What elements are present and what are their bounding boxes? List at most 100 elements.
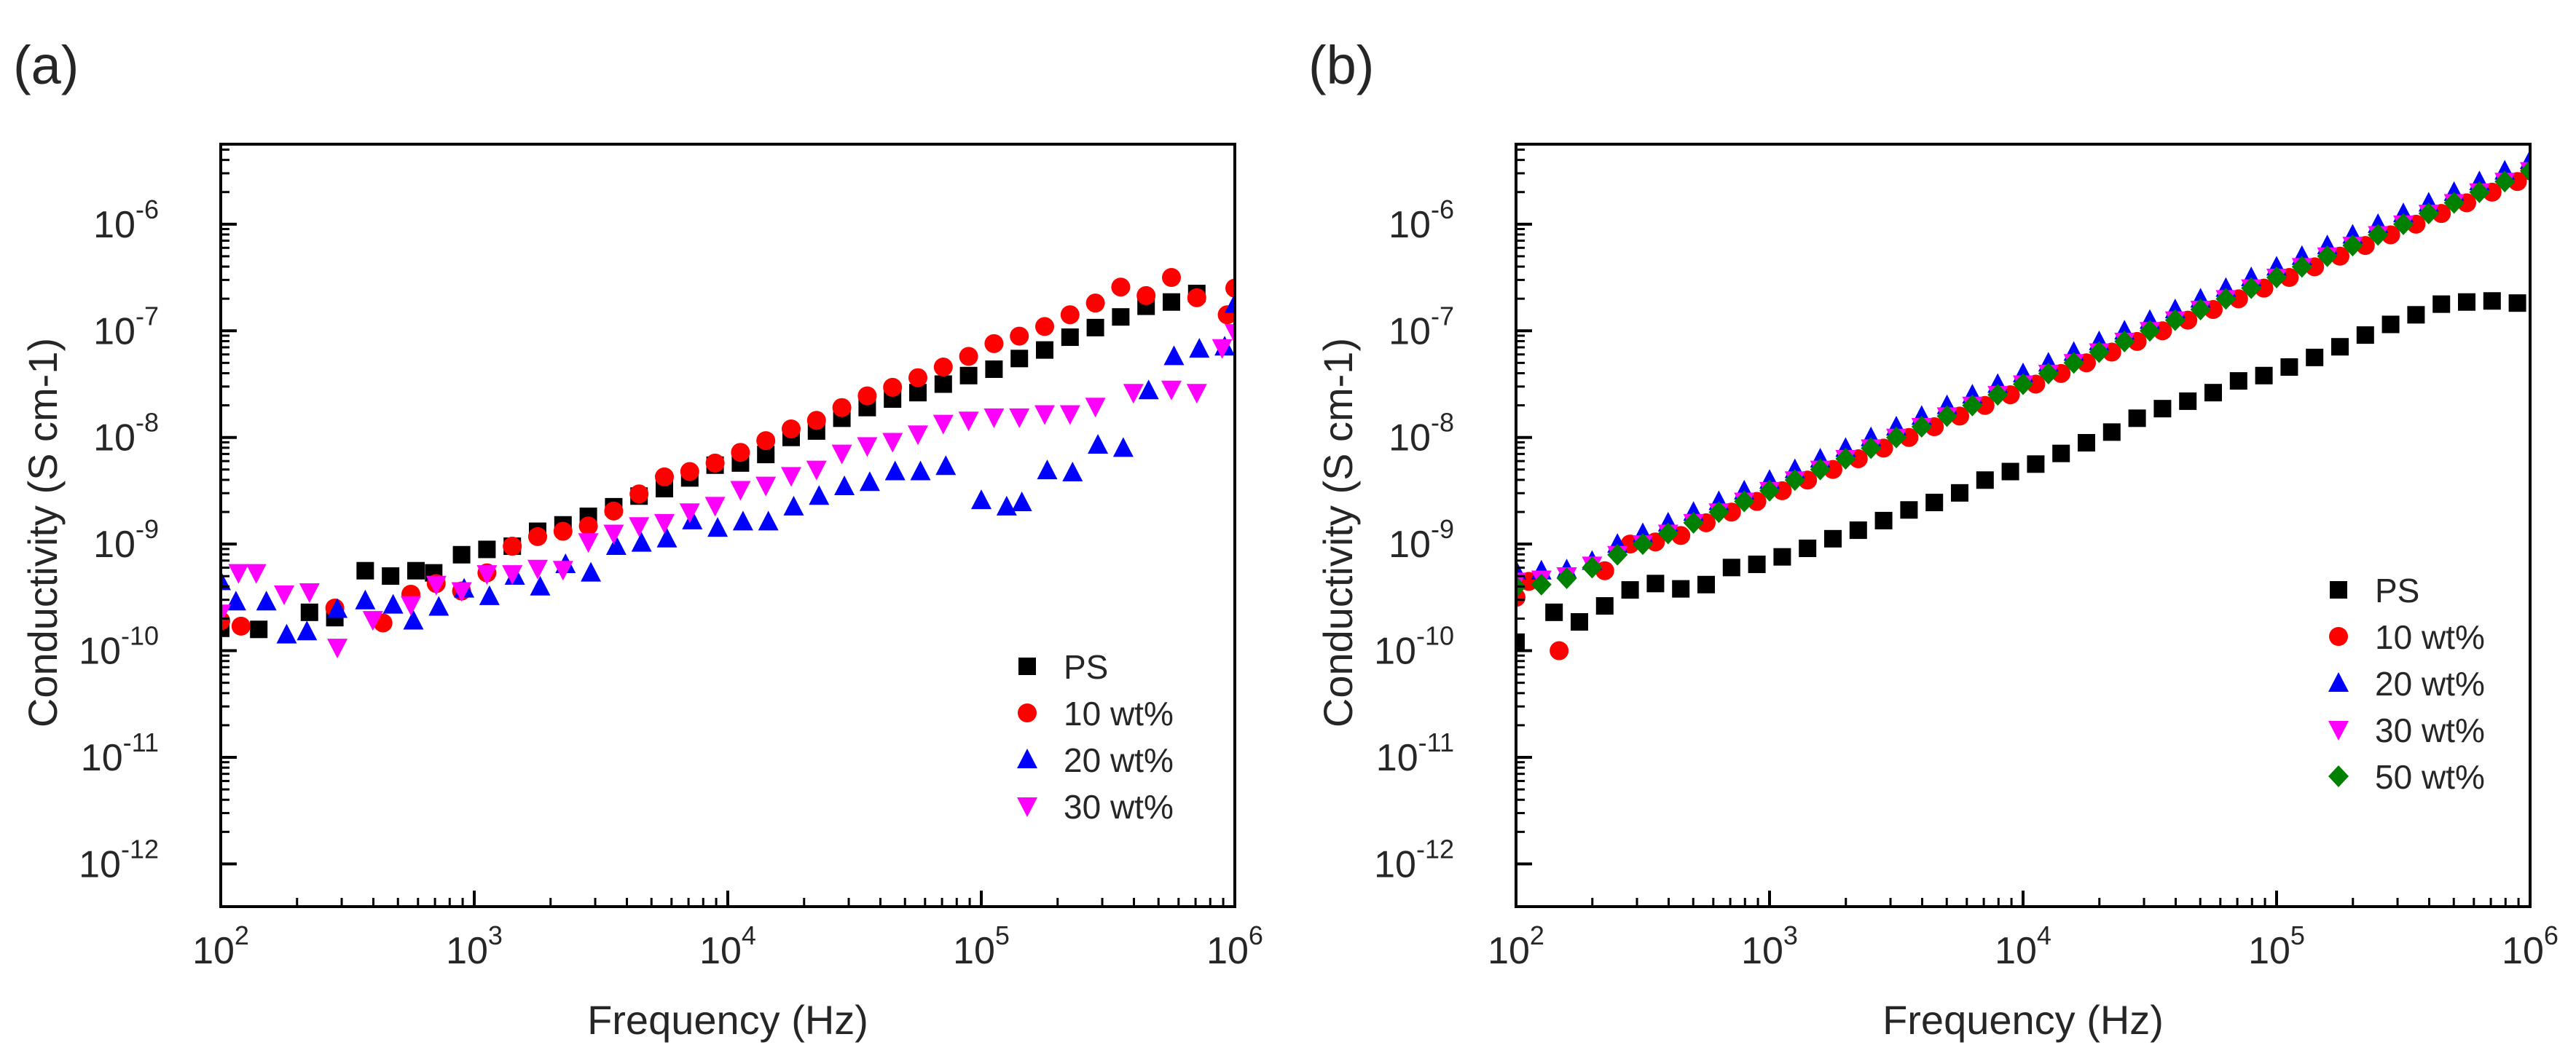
data-point bbox=[1059, 405, 1080, 425]
data-point bbox=[985, 360, 1003, 378]
legend-label: 50 wt% bbox=[2375, 758, 2485, 796]
data-point bbox=[1138, 379, 1159, 400]
data-point bbox=[1810, 458, 1831, 481]
data-point bbox=[300, 603, 318, 621]
y-tick-exp: -12 bbox=[121, 834, 159, 864]
data-point bbox=[327, 639, 348, 659]
data-point bbox=[1035, 317, 1054, 336]
data-point bbox=[2215, 288, 2237, 310]
data-point bbox=[1784, 469, 1805, 492]
y-tick-exp: -8 bbox=[1431, 408, 1454, 438]
data-point bbox=[246, 564, 267, 584]
x-axis-label: Frequency (Hz) bbox=[587, 997, 868, 1043]
data-point bbox=[629, 484, 649, 504]
data-point bbox=[682, 509, 703, 529]
data-point bbox=[1061, 328, 1079, 347]
data-point bbox=[781, 467, 801, 487]
data-point bbox=[883, 377, 903, 397]
legend-label: 30 wt% bbox=[2375, 711, 2485, 749]
x-tick-label: 103 bbox=[446, 920, 503, 972]
data-point bbox=[2128, 409, 2146, 427]
x-tick-base: 10 bbox=[1488, 930, 1530, 972]
data-point bbox=[2432, 295, 2451, 313]
data-point bbox=[2356, 326, 2374, 344]
legend-label: PS bbox=[1064, 648, 1108, 686]
data-point bbox=[502, 565, 523, 585]
data-point bbox=[1225, 293, 1235, 313]
data-point bbox=[2418, 202, 2439, 225]
data-point bbox=[327, 598, 348, 618]
x-tick-exp: 4 bbox=[2037, 920, 2051, 950]
data-point bbox=[2063, 352, 2084, 374]
data-point bbox=[1672, 580, 1690, 598]
y-tick-exp: -6 bbox=[1431, 194, 1454, 224]
y-tick-exp: -6 bbox=[136, 194, 159, 224]
data-point bbox=[1161, 380, 1182, 401]
data-point bbox=[1111, 277, 1131, 297]
legend-label: 30 wt% bbox=[1064, 788, 1174, 826]
y-tick-label: 10-10 bbox=[1374, 621, 1454, 673]
data-point bbox=[984, 334, 1004, 353]
data-points bbox=[221, 268, 1235, 659]
data-point bbox=[707, 517, 729, 537]
data-point bbox=[2102, 423, 2121, 441]
y-tick-base: 10 bbox=[93, 310, 136, 352]
data-point bbox=[1085, 293, 1105, 313]
data-point bbox=[553, 521, 573, 541]
data-points bbox=[1516, 149, 2530, 660]
legend: PS 10 wt% 20 wt% 30 wt% 50 wt% bbox=[2328, 572, 2485, 796]
data-point bbox=[479, 585, 500, 605]
data-point bbox=[1225, 324, 1235, 344]
data-point bbox=[2241, 277, 2262, 299]
data-point bbox=[996, 495, 1017, 516]
data-point bbox=[2280, 358, 2298, 376]
data-point bbox=[2255, 366, 2273, 384]
y-tick-base: 10 bbox=[81, 737, 123, 779]
data-point bbox=[2114, 330, 2135, 352]
data-point bbox=[1773, 548, 1791, 566]
data-point bbox=[552, 561, 573, 581]
y-tick-base: 10 bbox=[93, 417, 136, 459]
x-tick-exp: 3 bbox=[488, 920, 503, 950]
data-point bbox=[783, 495, 804, 516]
data-point bbox=[451, 582, 472, 602]
y-tick-label: 10-6 bbox=[93, 194, 159, 246]
data-point bbox=[1849, 521, 1867, 540]
data-point bbox=[884, 460, 906, 481]
data-point bbox=[704, 497, 726, 517]
data-point bbox=[1088, 433, 1109, 454]
data-point bbox=[1657, 522, 1678, 545]
data-point bbox=[401, 596, 421, 616]
y-tick-base: 10 bbox=[93, 524, 136, 566]
x-tick-base: 10 bbox=[1995, 930, 2037, 972]
legend-marker bbox=[2328, 765, 2349, 787]
y-tick-exp: -11 bbox=[123, 727, 159, 757]
data-point bbox=[1010, 350, 1029, 368]
legend-marker bbox=[1018, 703, 1037, 722]
data-point bbox=[528, 526, 547, 546]
y-tick-label: 10-12 bbox=[1374, 834, 1454, 886]
data-point bbox=[503, 537, 522, 556]
data-point bbox=[276, 623, 297, 644]
data-point bbox=[2342, 234, 2363, 257]
x-tick-base: 10 bbox=[953, 930, 995, 972]
data-point bbox=[1225, 278, 1235, 298]
y-tick-base: 10 bbox=[93, 204, 136, 246]
y-tick-label: 10-6 bbox=[1389, 194, 1454, 246]
data-point bbox=[2190, 298, 2211, 320]
y-tick-base: 10 bbox=[1374, 631, 1416, 673]
data-point bbox=[1900, 501, 1918, 519]
data-point bbox=[1011, 492, 1032, 512]
x-tick-base: 10 bbox=[699, 930, 742, 972]
data-point bbox=[857, 437, 878, 457]
legend-label: 20 wt% bbox=[1064, 741, 1174, 779]
data-point bbox=[2443, 192, 2465, 214]
data-point bbox=[2078, 434, 2095, 452]
y-tick-base: 10 bbox=[1376, 737, 1418, 779]
data-point bbox=[1646, 575, 1665, 593]
data-point bbox=[1186, 384, 1207, 404]
x-tick-label: 104 bbox=[1995, 920, 2051, 972]
series-50-wt- bbox=[1516, 159, 2530, 598]
data-point bbox=[831, 444, 852, 465]
y-tick-label: 10-9 bbox=[1389, 514, 1454, 566]
